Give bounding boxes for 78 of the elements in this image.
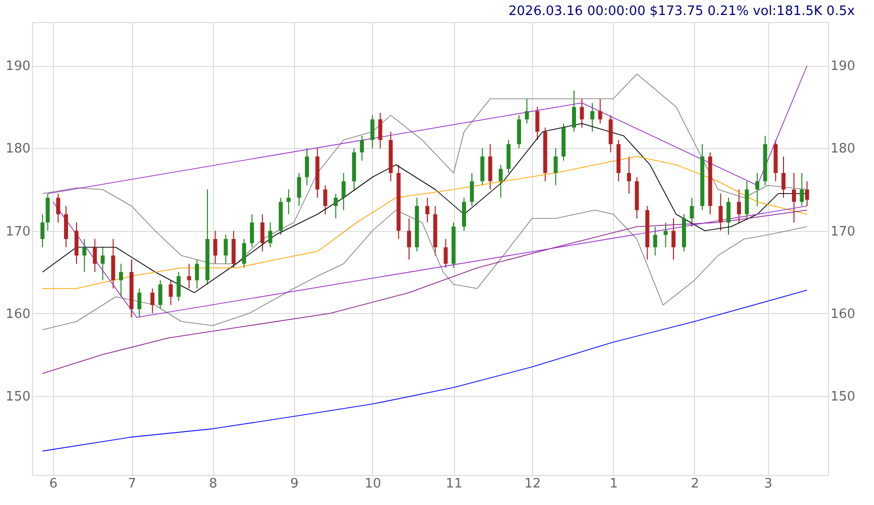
candlestick xyxy=(755,172,760,207)
candlestick xyxy=(664,222,668,248)
y-tick-label: 190 xyxy=(6,59,30,74)
candlestick xyxy=(524,98,529,124)
y2-tick-label: 190 xyxy=(830,59,856,74)
x-tick-label: 7 xyxy=(128,476,136,492)
x-tick-label: 6 xyxy=(49,476,58,492)
candlestick xyxy=(137,288,142,318)
candlestick xyxy=(323,184,328,215)
candlestick xyxy=(554,148,558,186)
candlestick xyxy=(194,259,199,290)
candlestick xyxy=(672,218,676,260)
candlestick xyxy=(92,238,97,273)
x-tick-label: 8 xyxy=(209,476,218,492)
candlestick xyxy=(781,156,786,198)
candlestick xyxy=(580,98,584,128)
candlestick xyxy=(224,234,228,264)
line-series xyxy=(42,156,808,289)
y2-tick-label: 160 xyxy=(830,306,856,322)
candlestick xyxy=(598,98,602,124)
x-tick-label: 11 xyxy=(446,476,462,492)
x-tick-label: 9 xyxy=(290,476,298,492)
candlestick xyxy=(168,280,173,306)
candlestick xyxy=(260,214,264,252)
line-series xyxy=(47,65,808,194)
candlestick xyxy=(498,164,503,198)
candlestick xyxy=(242,238,246,268)
candlestick xyxy=(40,214,44,248)
candlestick xyxy=(213,230,218,264)
candlestick xyxy=(792,172,796,224)
candlestick xyxy=(535,106,540,140)
candlestick xyxy=(334,193,338,219)
candlestick xyxy=(378,112,382,149)
candlestick xyxy=(100,246,105,281)
y-tick-label: 180 xyxy=(6,142,30,157)
candlestick xyxy=(56,193,60,224)
y2-tick-label: 150 xyxy=(830,389,856,404)
candlestick xyxy=(286,189,291,215)
candlestick xyxy=(82,238,86,273)
candlestick xyxy=(176,272,181,302)
candlestick xyxy=(407,218,412,260)
x-tick-label: 2 xyxy=(690,476,700,492)
candlestick xyxy=(250,214,254,248)
candlestick xyxy=(342,172,346,211)
candlestick xyxy=(726,197,730,236)
x-tick-label: 10 xyxy=(364,476,382,492)
candlestick xyxy=(805,180,810,207)
candlestick xyxy=(653,226,658,256)
line-series xyxy=(42,210,808,330)
candlestick xyxy=(297,172,302,207)
candlestick xyxy=(150,288,154,314)
text: 2026.03.16 00:00:00 $173.75 0.21% vol:181.5K 0.5x xyxy=(508,4,856,19)
x-tick-label: 12 xyxy=(524,476,541,492)
candlestick xyxy=(470,172,474,207)
candlestick xyxy=(627,156,631,194)
x-tick-label: 1 xyxy=(610,476,618,492)
y2-tick-label: 180 xyxy=(830,142,856,157)
line-series xyxy=(42,290,808,452)
candlestick xyxy=(425,197,430,224)
candlestick xyxy=(718,193,723,232)
x-tick-label: 3 xyxy=(764,476,772,492)
candlestick xyxy=(304,148,309,186)
y-tick-label: 170 xyxy=(6,224,30,240)
candlestick xyxy=(736,189,741,224)
candlestick xyxy=(158,280,162,310)
candlestick xyxy=(444,238,448,268)
candlestick xyxy=(268,222,272,248)
candlestick xyxy=(187,263,192,290)
candlestick xyxy=(572,90,576,132)
y-tick-label: 150 xyxy=(6,389,30,404)
y2-tick-label: 170 xyxy=(830,224,856,240)
candlestick xyxy=(370,114,374,149)
candlestick xyxy=(360,135,364,162)
y-tick-label: 160 xyxy=(6,306,30,322)
candlestick xyxy=(119,263,124,298)
candlestick xyxy=(590,102,594,132)
candlestick xyxy=(690,197,694,228)
candlestick xyxy=(800,172,804,207)
